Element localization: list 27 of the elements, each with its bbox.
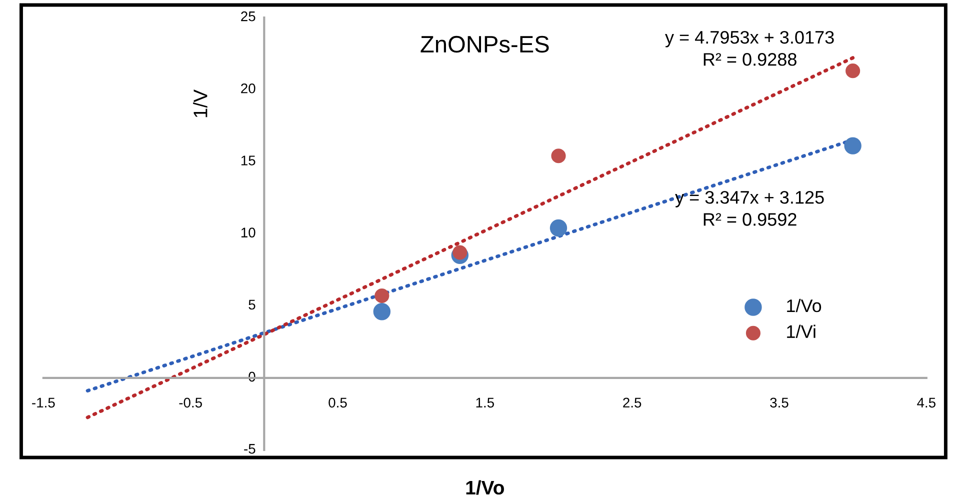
- y-tick-label: 15: [241, 156, 256, 166]
- point: [844, 137, 862, 154]
- point: [846, 64, 860, 78]
- point: [452, 245, 468, 260]
- y-axis-title: 1/V: [193, 89, 208, 118]
- point: [550, 219, 568, 237]
- legend-label: 1/Vo: [787, 298, 822, 312]
- x-axis-title: 1/Vo: [466, 480, 504, 495]
- y-tick-label: 25: [241, 11, 256, 22]
- point: [373, 302, 391, 320]
- y-tick-label: 20: [241, 83, 256, 94]
- x-tick-label: -0.5: [179, 398, 202, 408]
- annotation: y = 4.7953x + 3.0173 R² = 0.9288: [665, 30, 834, 66]
- point: [551, 148, 566, 164]
- point: [374, 288, 390, 304]
- y-tick-label: 10: [241, 228, 256, 238]
- x-tick-label: 4.5: [917, 398, 936, 408]
- x-tick-label: 3.5: [770, 398, 788, 408]
- x-tick-label: -1.5: [32, 398, 55, 408]
- x-tick-label: 0.5: [328, 398, 347, 408]
- x-tick-label: 2.5: [623, 398, 642, 408]
- annotation: y = 3.347x + 3.125 R² = 0.9592: [675, 190, 824, 226]
- legend-label: 1/Vi: [787, 324, 816, 338]
- y-tick-label: 5: [248, 300, 256, 310]
- y-tick-label: -5: [244, 444, 256, 454]
- text: ZnONPs-ES: [420, 36, 549, 53]
- x-tick-label: 1.5: [476, 398, 494, 408]
